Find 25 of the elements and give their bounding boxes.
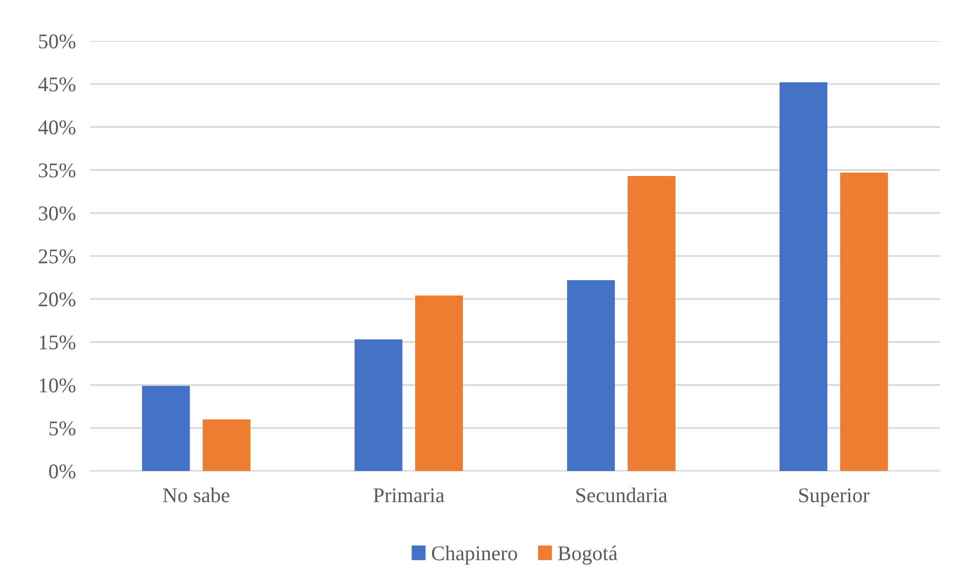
bar bbox=[628, 176, 676, 471]
x-tick-label: Primaria bbox=[373, 488, 444, 502]
y-tick-label: 30% bbox=[38, 206, 76, 220]
x-tick-label: Superior bbox=[799, 488, 870, 507]
y-tick-label: 10% bbox=[40, 378, 76, 392]
x-tick-label: Secundaria bbox=[576, 488, 668, 502]
bar bbox=[142, 386, 190, 471]
y-tick-label: 35% bbox=[38, 163, 76, 178]
y-tick-label: 15% bbox=[40, 335, 76, 350]
bar bbox=[354, 339, 402, 471]
bar bbox=[840, 172, 888, 471]
bar bbox=[567, 280, 615, 471]
legend-label: Bogotá bbox=[558, 546, 618, 565]
bar bbox=[202, 419, 250, 471]
y-tick-label: 45% bbox=[38, 77, 76, 92]
bar bbox=[780, 82, 828, 471]
y-tick-label: 5% bbox=[50, 421, 76, 436]
y-tick-label: 20% bbox=[38, 292, 76, 306]
y-tick-label: 25% bbox=[38, 249, 76, 264]
y-tick-label: 40% bbox=[38, 120, 76, 134]
bar bbox=[415, 296, 463, 471]
y-tick-label: 50% bbox=[39, 34, 76, 48]
x-tick-label: No sabe bbox=[163, 488, 230, 502]
y-tick-label: 0% bbox=[49, 464, 76, 478]
legend-label: Chapinero bbox=[432, 546, 518, 565]
